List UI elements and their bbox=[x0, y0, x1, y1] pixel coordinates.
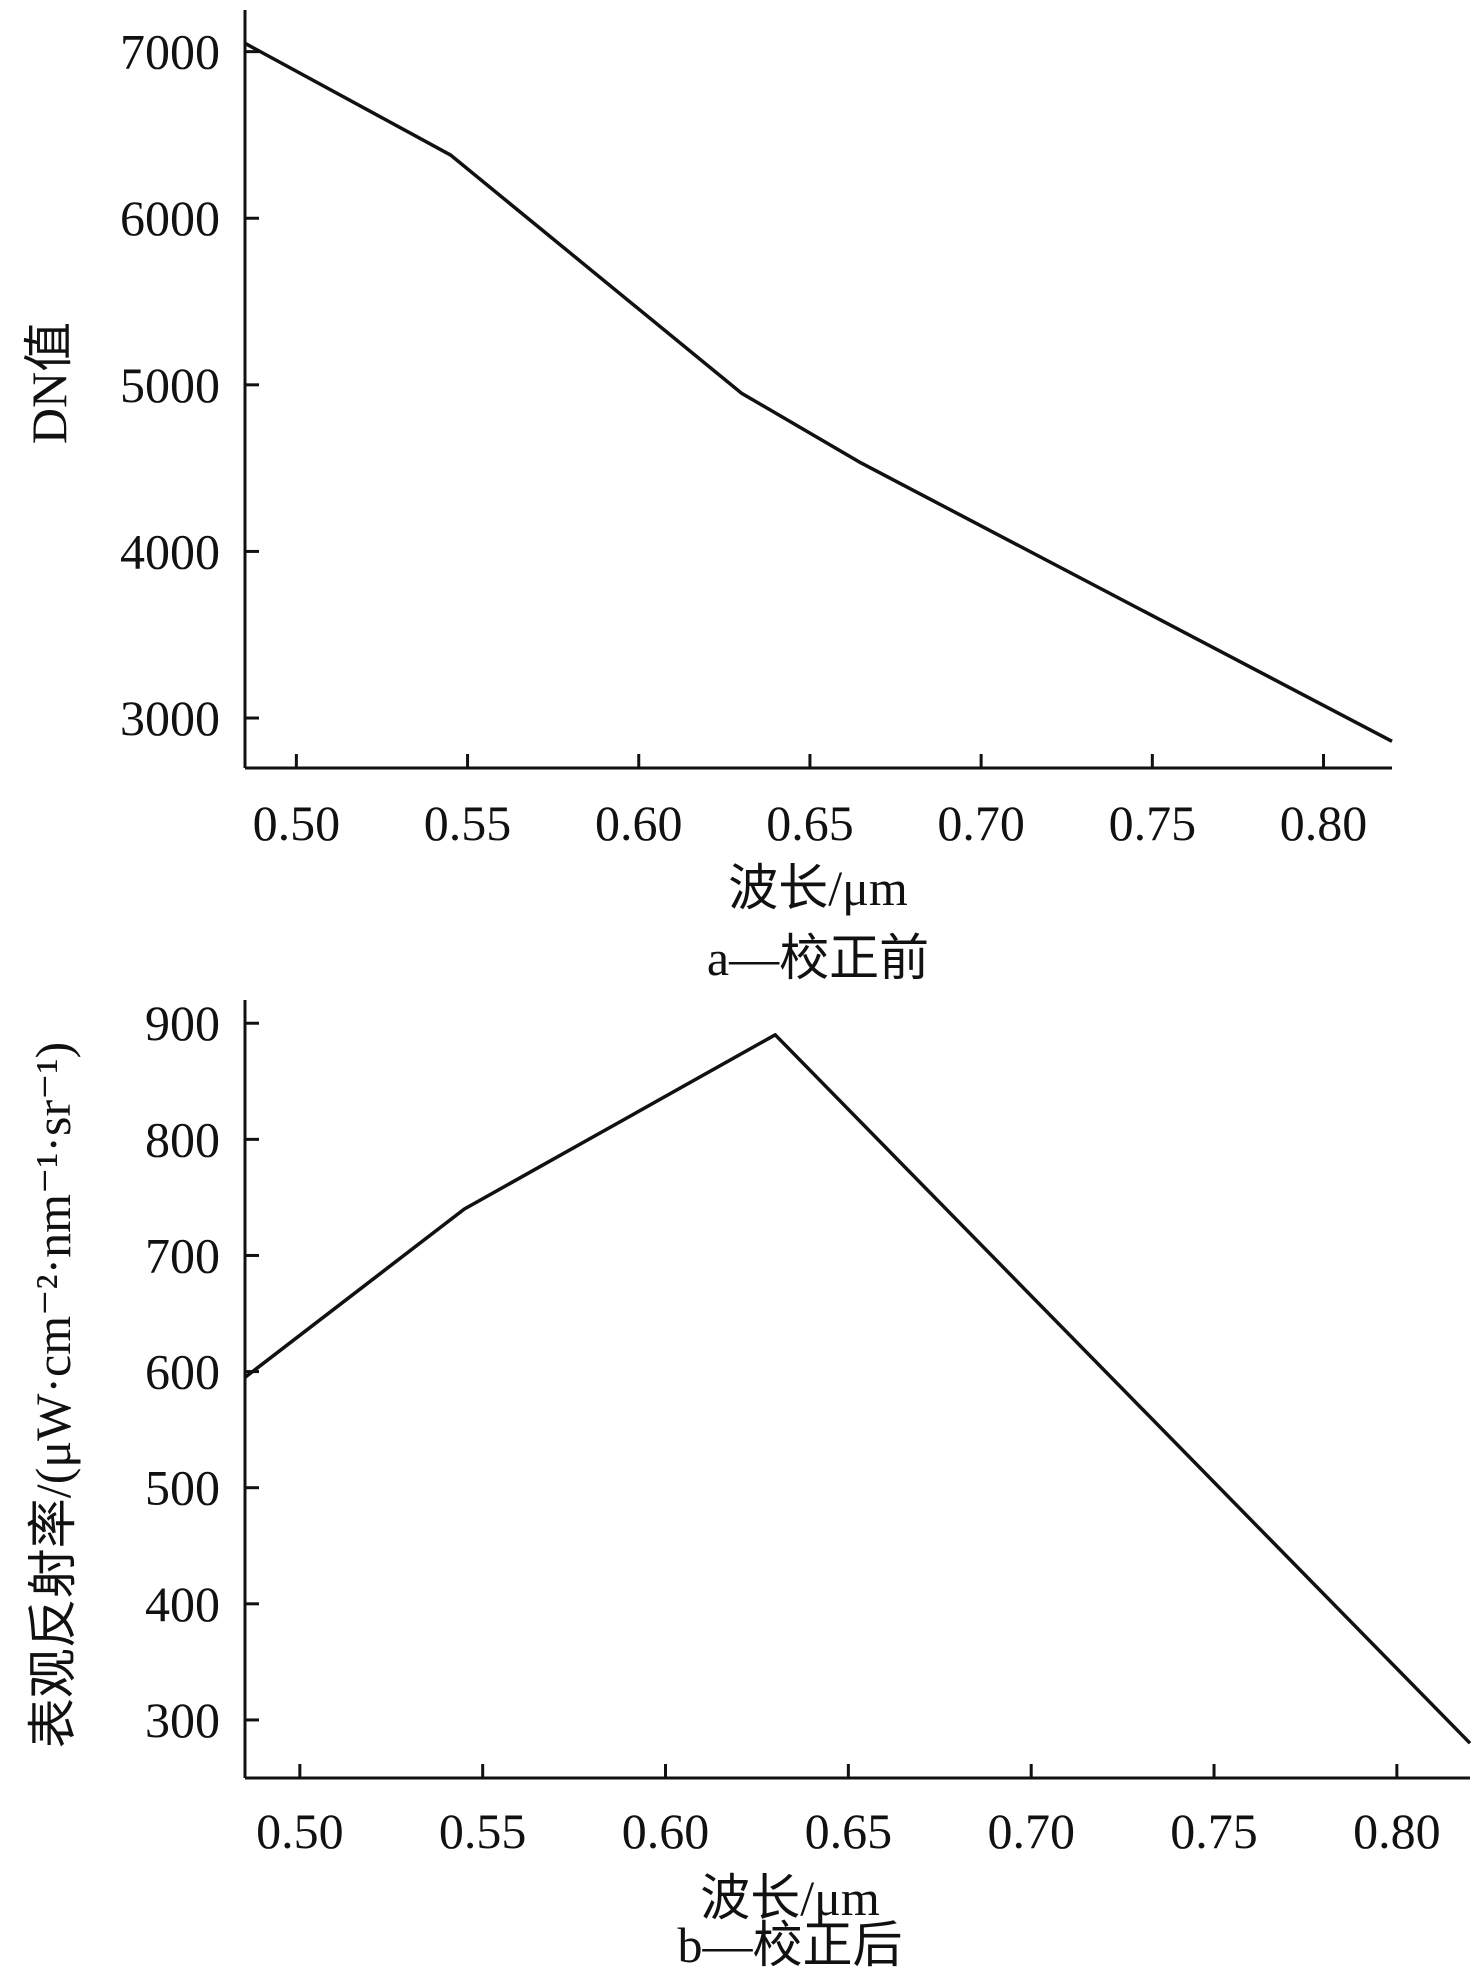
panel-b-y-tick-label: 300 bbox=[145, 1692, 220, 1748]
panel-b-x-tick-label: 0.70 bbox=[987, 1803, 1075, 1859]
panel-a-x-tick-label: 0.60 bbox=[595, 795, 683, 851]
panel-b-y-ticks: 300 400 500 600 700 800 900 bbox=[145, 995, 259, 1748]
panel-b-x-axis-title: 波长/μm bbox=[700, 1870, 880, 1926]
panel-b-chart: 0.50 0.55 0.60 0.65 0.70 0.75 0.80 300 400 500 60… bbox=[25, 995, 1472, 1973]
panel-a-y-tick-label: 5000 bbox=[120, 357, 220, 413]
panel-a-y-tick-label: 7000 bbox=[120, 24, 220, 80]
panel-b-x-tick-label: 0.50 bbox=[256, 1803, 344, 1859]
panel-a-x-axis-title: 波长/μm bbox=[728, 860, 908, 916]
panel-a-x-tick-label: 0.55 bbox=[424, 795, 512, 851]
panel-a-x-ticks: 0.50 0.55 0.60 0.65 0.70 0.75 0.80 bbox=[253, 754, 1368, 851]
panel-b-series-line bbox=[243, 1033, 1472, 1745]
panel-b-x-tick-label: 0.80 bbox=[1353, 1803, 1441, 1859]
panel-a-x-tick-label: 0.70 bbox=[937, 795, 1025, 851]
panel-b-y-tick-label: 900 bbox=[145, 995, 220, 1051]
panel-a-chart: 0.50 0.55 0.60 0.65 0.70 0.75 0.80 3000 4000 500… bbox=[21, 10, 1393, 986]
panel-b-y-tick-label: 600 bbox=[145, 1344, 220, 1400]
panel-a-x-tick-label: 0.75 bbox=[1109, 795, 1197, 851]
panel-a-x-tick-label: 0.65 bbox=[766, 795, 854, 851]
panel-a-series-line bbox=[244, 41, 1393, 743]
panel-b-y-axis-title: 表观反射率/(μW·cm⁻²·nm⁻¹·sr⁻¹) bbox=[25, 1042, 81, 1748]
panel-b-y-tick-label: 400 bbox=[145, 1576, 220, 1632]
panel-a-caption: a—校正前 bbox=[707, 930, 929, 986]
panel-b-x-tick-label: 0.55 bbox=[439, 1803, 527, 1859]
panel-b-caption: b—校正后 bbox=[678, 1917, 903, 1973]
panel-a-axes bbox=[243, 10, 1392, 770]
panel-a-x-tick-label: 0.80 bbox=[1280, 795, 1368, 851]
panel-a-y-axis-title: DN值 bbox=[21, 322, 77, 444]
panel-b-x-tick-label: 0.60 bbox=[622, 1803, 710, 1859]
panel-a-x-tick-label: 0.50 bbox=[253, 795, 341, 851]
panel-b-x-tick-label: 0.65 bbox=[805, 1803, 893, 1859]
panel-b-y-tick-label: 800 bbox=[145, 1111, 220, 1167]
panel-b-axes bbox=[243, 1000, 1470, 1780]
panel-a-y-tick-label: 4000 bbox=[120, 523, 220, 579]
panel-a-y-ticks: 3000 4000 5000 6000 7000 bbox=[120, 24, 259, 746]
panel-a-y-tick-label: 6000 bbox=[120, 190, 220, 246]
panel-a-y-tick-label: 3000 bbox=[120, 690, 220, 746]
panel-b-y-tick-label: 700 bbox=[145, 1227, 220, 1283]
panel-b-x-ticks: 0.50 0.55 0.60 0.65 0.70 0.75 0.80 bbox=[256, 1764, 1441, 1859]
panel-b-x-tick-label: 0.75 bbox=[1170, 1803, 1258, 1859]
panel-b-y-tick-label: 500 bbox=[145, 1460, 220, 1516]
